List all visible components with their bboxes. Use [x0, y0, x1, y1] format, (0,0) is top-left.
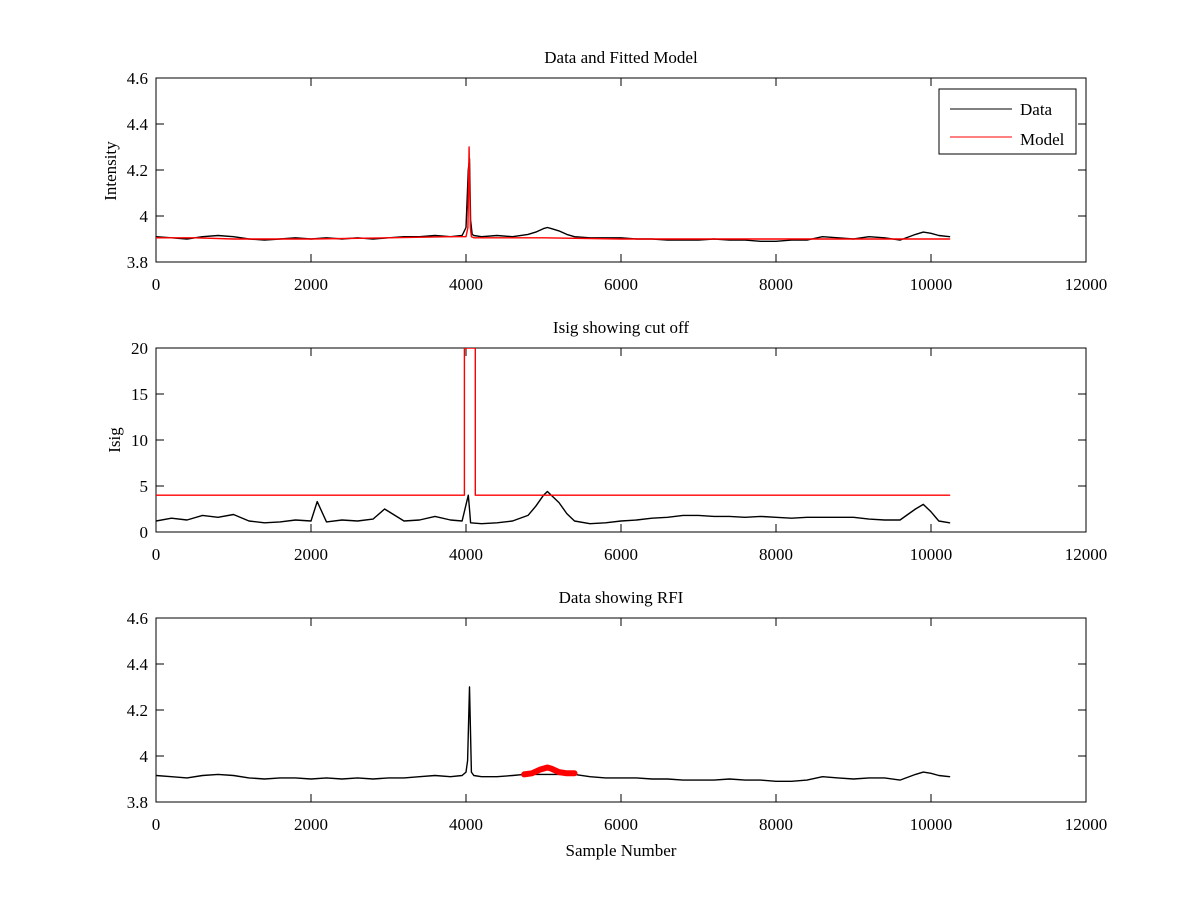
y-tick-label: 4.6: [127, 609, 148, 628]
x-tick-label: 10000: [910, 815, 953, 834]
y-tick-label: 0: [140, 523, 149, 542]
x-tick-label: 4000: [449, 275, 483, 294]
y-tick-label: 4: [140, 207, 149, 226]
y-tick-label: 5: [140, 477, 149, 496]
plot-area: 0 2000 4000 6000 8000 10000 12000 3.8 4 4.2 4.4 4.6: [127, 69, 1108, 294]
y-tick-label: 4.6: [127, 69, 148, 88]
y-tick-label: 4: [140, 747, 149, 766]
x-tick-label: 0: [152, 815, 161, 834]
x-tick-label: 10000: [910, 545, 953, 564]
x-tick-label: 8000: [759, 815, 793, 834]
y-tick-label: 3.8: [127, 253, 148, 272]
x-tick-label: 2000: [294, 545, 328, 564]
y-tick-label: 4.4: [127, 655, 149, 674]
x-tick-label: 6000: [604, 545, 638, 564]
legend-label-data: Data: [1020, 100, 1053, 119]
y-axis-label: Isig: [105, 427, 124, 453]
y-axis-label: Intensity: [101, 141, 120, 201]
series-line-red: [521, 764, 578, 778]
y-tick-label: 4.4: [127, 115, 149, 134]
x-tick-label: 10000: [910, 275, 953, 294]
x-tick-label: 2000: [294, 815, 328, 834]
y-tick-label: 10: [131, 431, 148, 450]
x-tick-label: 6000: [604, 815, 638, 834]
y-tick-label: 15: [131, 385, 148, 404]
y-tick-label: 3.8: [127, 793, 148, 812]
legend: Data Model: [938, 88, 1077, 155]
panel-title: Isig showing cut off: [553, 318, 689, 337]
plot-area: 0 2000 4000 6000 8000 10000 12000 3.8 4 4.2 4.4 4.6: [127, 609, 1108, 834]
series-line-black: [156, 490, 951, 525]
panel-data-showing-rfi: Data showing RFI Sample Number 0 2000 4000…: [127, 588, 1108, 860]
x-tick-label: 8000: [759, 275, 793, 294]
x-tick-label: 12000: [1065, 815, 1108, 834]
x-tick-label: 12000: [1065, 275, 1108, 294]
panel-isig-showing-cut-off: Isig showing cut off Isig 0 2000 4000 6000 8…: [105, 318, 1107, 564]
x-axis-label: Sample Number: [566, 841, 677, 860]
x-tick-label: 4000: [449, 815, 483, 834]
legend-box: [938, 88, 1077, 155]
x-tick-label: 0: [152, 275, 161, 294]
y-tick-label: 20: [131, 339, 148, 358]
panel-data-and-fitted-model: Data and Fitted Model Intensity 0 2000 400…: [101, 48, 1107, 294]
y-tick-label: 4.2: [127, 701, 148, 720]
series-line-black: [156, 686, 951, 782]
x-tick-label: 0: [152, 545, 161, 564]
series-line-red: [156, 348, 951, 496]
panel-title: Data and Fitted Model: [544, 48, 698, 67]
x-tick-label: 4000: [449, 545, 483, 564]
y-tick-label: 4.2: [127, 161, 148, 180]
x-tick-label: 12000: [1065, 545, 1108, 564]
legend-label-model: Model: [1020, 130, 1065, 149]
x-tick-label: 6000: [604, 275, 638, 294]
x-tick-label: 8000: [759, 545, 793, 564]
series-line-model: [156, 146, 951, 240]
panel-title: Data showing RFI: [559, 588, 684, 607]
plot-area: 0 2000 4000 6000 8000 10000 12000 0 5 10 15 20: [131, 339, 1107, 564]
x-tick-label: 2000: [294, 275, 328, 294]
